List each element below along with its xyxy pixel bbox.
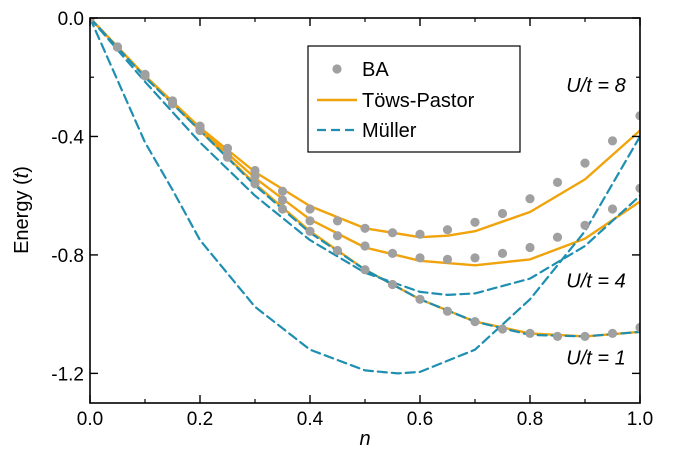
data-point-ba-u-t-4	[387, 248, 398, 258]
annotation-u-t-4: U/t = 4	[566, 271, 625, 293]
data-point-ba-u-t-8	[580, 158, 590, 168]
data-point-ba-u-t-8	[607, 136, 618, 146]
data-point-ba-u-t-4	[497, 248, 508, 258]
data-point-ba-u-t-8	[415, 229, 425, 239]
y-tick-label: 0.0	[58, 9, 84, 30]
data-point-ba-u-t-4	[360, 241, 370, 251]
data-point-ba-u-t-1	[112, 42, 123, 52]
data-point-ba-u-t-8	[552, 177, 563, 187]
y-tick-label: -0.8	[51, 246, 84, 267]
data-point-ba-u-t-1	[195, 125, 205, 136]
data-point-ba-u-t-1	[497, 324, 508, 334]
data-point-ba-u-t-4	[250, 171, 260, 181]
annotation-u-t-8: U/t = 8	[566, 75, 625, 97]
data-point-ba-u-t-4	[415, 253, 425, 263]
data-point-ba-u-t-1	[305, 226, 315, 236]
data-point-ba-u-t-1	[90, 18, 95, 23]
legend-marker-ba	[332, 64, 342, 74]
data-point-ba-u-t-1	[415, 294, 425, 304]
data-point-ba-u-t-8	[277, 186, 288, 196]
data-point-ba-u-t-8	[497, 208, 508, 219]
x-tick-label: 0.4	[297, 409, 324, 430]
legend: BA Töws-Pastor Müller	[307, 45, 521, 153]
data-point-ba-u-t-1	[470, 317, 480, 327]
data-point-ba-u-t-8	[305, 204, 315, 214]
data-point-ba-u-t-4	[277, 195, 288, 205]
data-point-ba-u-t-4	[552, 232, 563, 242]
data-point-ba-u-t-8	[470, 217, 480, 227]
data-point-ba-u-t-1	[387, 279, 398, 290]
x-tick-label: 0.0	[77, 409, 103, 430]
data-point-ba-u-t-4	[525, 242, 535, 253]
data-point-ba-u-t-1	[167, 99, 178, 109]
data-point-ba-u-t-8	[525, 194, 535, 204]
legend-label-muller: Müller	[362, 120, 417, 142]
y-tick-label: -0.4	[51, 127, 84, 148]
data-point-ba-u-t-8	[442, 225, 453, 235]
data-point-ba-u-t-4	[470, 253, 480, 263]
legend-label-tows-pastor: Töws-Pastor	[362, 90, 475, 112]
data-point-ba-u-t-4	[442, 254, 453, 264]
series-line-m-ller-u-t-1	[90, 18, 640, 375]
data-point-ba-u-t-1	[222, 152, 233, 162]
data-point-ba-u-t-1	[442, 306, 453, 316]
data-point-ba-u-t-1	[525, 328, 535, 338]
data-point-ba-u-t-1	[277, 204, 288, 214]
data-point-ba-u-t-1	[360, 265, 370, 275]
data-point-ba-u-t-4	[305, 216, 315, 226]
x-tick-label: 0.6	[407, 409, 433, 430]
legend-label-ba: BA	[362, 59, 389, 81]
y-tick-label: -1.2	[51, 364, 84, 385]
data-point-ba-u-t-8	[635, 111, 640, 121]
x-axis-label: n	[359, 428, 370, 449]
data-point-ba-u-t-4	[580, 220, 590, 230]
x-tick-label: 0.8	[517, 409, 543, 430]
data-point-ba-u-t-4	[635, 183, 640, 193]
y-axis-label: Energy (t)	[11, 166, 33, 254]
data-point-ba-u-t-4	[607, 204, 618, 214]
data-point-ba-u-t-1	[607, 328, 618, 338]
data-point-ba-u-t-1	[250, 179, 260, 189]
x-tick-label: 0.2	[187, 409, 213, 430]
data-point-ba-u-t-1	[635, 322, 640, 333]
x-tick-label: 1.0	[627, 409, 653, 430]
data-point-ba-u-t-1	[332, 245, 343, 256]
data-point-ba-u-t-8	[332, 216, 343, 226]
data-point-ba-u-t-8	[387, 228, 398, 238]
annotation-u-t-1: U/t = 1	[566, 348, 625, 370]
data-point-ba-u-t-1	[140, 71, 150, 81]
data-point-ba-u-t-1	[552, 331, 563, 341]
data-point-ba-u-t-4	[332, 231, 343, 241]
data-point-ba-u-t-8	[360, 223, 370, 233]
data-point-ba-u-t-1	[580, 331, 590, 341]
